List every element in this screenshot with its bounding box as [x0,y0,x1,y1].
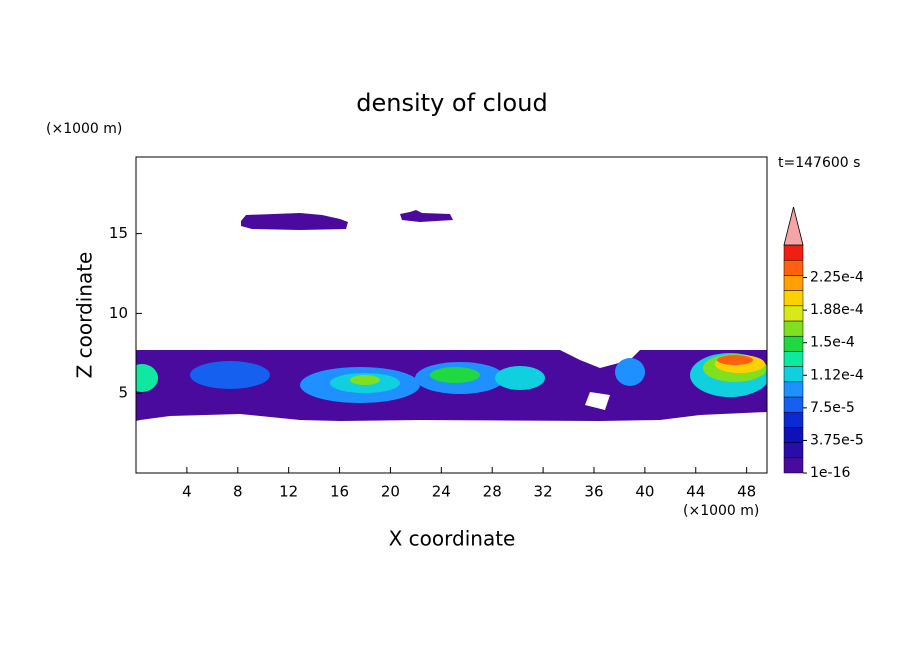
x-tick-label: 36 [584,483,603,501]
colorbar-tick-label: 2.25e-4 [810,270,864,286]
colorbar-band [783,396,804,413]
colorbar-extend [783,206,804,246]
x-tick-label: 24 [432,483,451,501]
colorbar-band [783,320,804,337]
x-tick-label: 20 [381,483,400,501]
colorbar-band [783,290,804,307]
cloud-field [136,210,767,421]
colorbar-band [783,366,804,383]
x-tick-label: 44 [686,483,705,501]
colorbar-band [783,442,804,459]
x-tick-label: 40 [635,483,654,501]
x-tick-label: 16 [330,483,349,501]
colorbar-band [783,411,804,428]
y-unit: (×1000 m) [46,121,122,137]
colorbar-band [783,381,804,398]
colorbar-band [783,351,804,367]
colorbar-tick-label: 7.5e-5 [810,400,855,416]
x-unit: (×1000 m) [683,503,759,519]
colorbar-band [783,305,804,322]
colorbar-tick-label: 1.12e-4 [810,367,864,383]
chart-title: density of cloud [356,89,547,117]
x-axis-label: X coordinate [389,527,516,551]
y-tick-label: 15 [109,224,128,242]
colorbar-tick-label: 1.88e-4 [810,302,864,318]
x-tick-label: 28 [483,483,502,501]
y-tick-label: 10 [109,304,128,322]
x-tick-label: 48 [737,483,756,501]
colorbar-tick-label: 1.5e-4 [810,335,855,351]
colorbar-tick-label: 3.75e-5 [810,432,864,448]
colorbar-band [783,457,804,474]
colorbar-band [783,275,804,291]
x-tick-label: 12 [279,483,298,501]
colorbar-band [783,427,804,443]
colorbar-band [783,335,804,352]
colorbar-band [783,244,804,261]
colorbar-band [783,259,804,276]
x-tick-label: 8 [233,483,243,501]
x-tick-label: 32 [534,483,553,501]
colorbar-tick-label: 1e-16 [810,465,850,481]
y-tick-label: 5 [118,384,128,402]
x-tick-label: 4 [182,483,192,501]
time-annotation: t=147600 s [778,155,860,171]
y-axis-label: Z coordinate [73,252,97,379]
plot-frame [135,156,768,474]
